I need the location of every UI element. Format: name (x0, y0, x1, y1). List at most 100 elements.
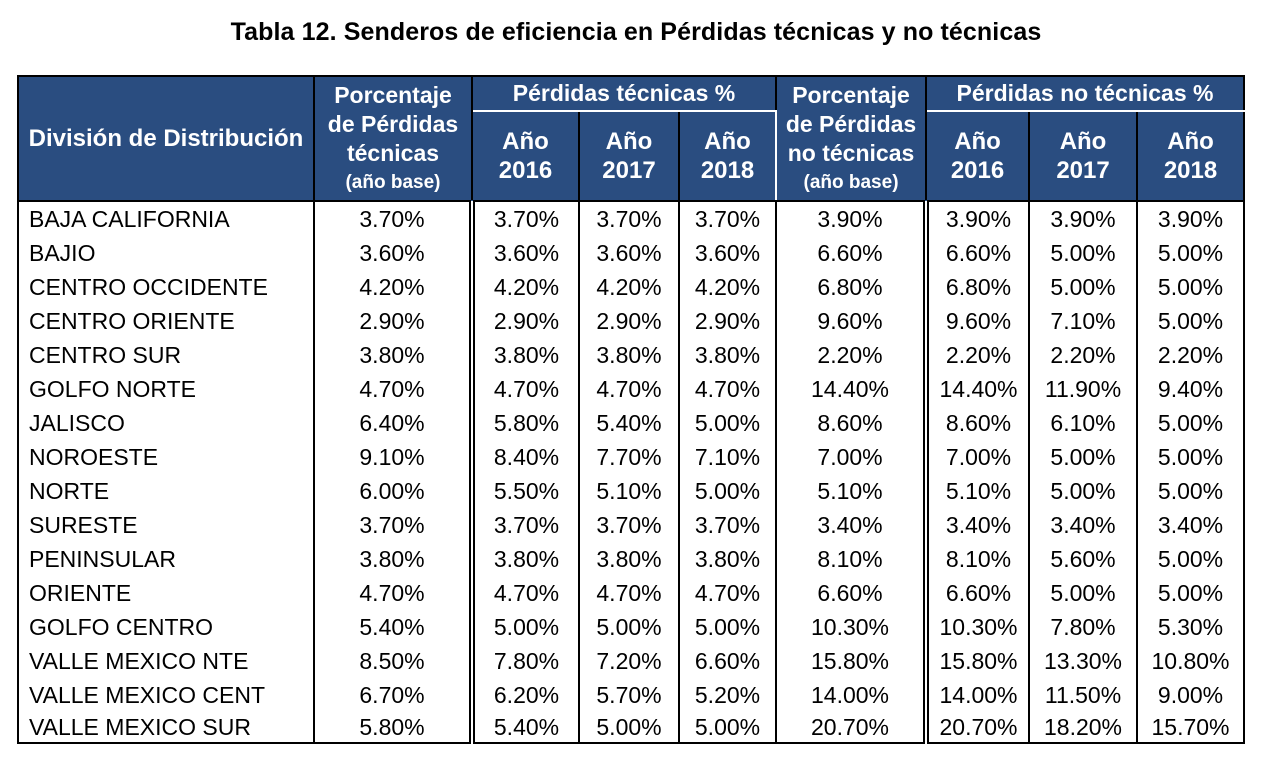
nontechnical-base-cell: 2.20% (775, 338, 927, 372)
technical-base-cell: 6.00% (313, 474, 472, 508)
technical-base-header: Porcentaje de Pérdidas técnicas (año bas… (313, 75, 473, 202)
technical-base-cell: 3.70% (313, 508, 472, 542)
nontechnical-2018-cell: 5.00% (1136, 474, 1246, 508)
table-row: SURESTE 3.70% 3.70% 3.70% 3.70% 3.40% 3.40% 3.4… (17, 508, 1246, 542)
losses-table: División de Distribución Porcentaje de P… (17, 75, 1246, 744)
nontechnical-2016-cell: 6.80% (923, 270, 1030, 304)
technical-2016-cell: 5.80% (469, 406, 579, 440)
nontechnical-2017-cell: 5.00% (1028, 440, 1138, 474)
technical-2017-cell: 4.70% (578, 372, 679, 406)
table-row: NORTE 6.00% 5.50% 5.10% 5.00% 5.10% 5.10% 5.00%… (17, 474, 1246, 508)
nontechnical-base-cell: 8.10% (775, 542, 927, 576)
year-word: Año (502, 128, 549, 155)
technical-2017-cell: 7.70% (578, 440, 679, 474)
nontechnical-2016-cell: 15.80% (923, 644, 1030, 678)
technical-2016-cell: 3.80% (469, 542, 579, 576)
technical-2017-cell: 5.00% (578, 712, 679, 744)
technical-2017-cell: 2.90% (578, 304, 679, 338)
nontechnical-2017-cell: 6.10% (1028, 406, 1138, 440)
nontechnical-2016-cell: 14.40% (923, 372, 1030, 406)
year-number: 2018 (1163, 157, 1218, 184)
technical-base-cell: 3.60% (313, 236, 472, 270)
nontechnical-2016-cell: 6.60% (923, 236, 1030, 270)
table-row: CENTRO SUR 3.80% 3.80% 3.80% 3.80% 2.20% 2.20%… (17, 338, 1246, 372)
technical-2018-cell: 5.00% (677, 474, 777, 508)
year-word: Año (1167, 128, 1214, 155)
table-body: BAJA CALIFORNIA 3.70% 3.70% 3.70% 3.70% 3.90%… (17, 201, 1246, 744)
table-row: VALLE MEXICO CENT 6.70% 6.20% 5.70% 5.20% 14.… (17, 678, 1246, 712)
technical-base-cell: 4.70% (313, 372, 472, 406)
technical-base-cell: 3.80% (313, 338, 472, 372)
division-name-cell: NORTE (17, 474, 314, 508)
table-row: CENTRO ORIENTE 2.90% 2.90% 2.90% 2.90% 9.60% 9… (17, 304, 1246, 338)
nontechnical-base-cell: 7.00% (775, 440, 927, 474)
technical-2016-cell: 5.00% (469, 610, 579, 644)
nontechnical-2017-cell: 11.90% (1028, 372, 1138, 406)
nontechnical-2016-cell: 3.90% (923, 201, 1030, 236)
nontechnical-2017-cell: 2.20% (1028, 338, 1138, 372)
division-name-cell: CENTRO OCCIDENTE (17, 270, 314, 304)
technical-2017-cell: 5.40% (578, 406, 679, 440)
technical-base-cell: 8.50% (313, 644, 472, 678)
nontechnical-2017-cell: 7.80% (1028, 610, 1138, 644)
table-row: BAJA CALIFORNIA 3.70% 3.70% 3.70% 3.70% 3.90%… (17, 201, 1246, 236)
technical-2016-cell: 3.60% (469, 236, 579, 270)
table-header: División de Distribución Porcentaje de P… (17, 75, 1246, 202)
nontechnical-base-header: Porcentaje de Pérdidas no técnicas (año … (775, 75, 928, 202)
nontechnical-base-cell: 10.30% (775, 610, 927, 644)
division-name-cell: CENTRO SUR (17, 338, 314, 372)
nontechnical-2016-cell: 8.10% (923, 542, 1030, 576)
technical-base-cell: 2.90% (313, 304, 472, 338)
nontechnical-2017-cell: 18.20% (1028, 712, 1138, 744)
technical-2016-cell: 4.70% (469, 576, 579, 610)
table-row: VALLE MEXICO NTE 8.50% 7.80% 7.20% 6.60% 15.8… (17, 644, 1246, 678)
technical-2016-cell: 8.40% (469, 440, 579, 474)
division-name-cell: VALLE MEXICO CENT (17, 678, 314, 712)
technical-2017-cell: 7.20% (578, 644, 679, 678)
table-row: BAJIO 3.60% 3.60% 3.60% 3.60% 6.60% 6.60% 5.00%… (17, 236, 1246, 270)
nontechnical-2018-cell: 5.00% (1136, 440, 1246, 474)
technical-base-cell: 9.10% (313, 440, 472, 474)
division-name-cell: GOLFO NORTE (17, 372, 314, 406)
technical-2017-cell: 4.20% (578, 270, 679, 304)
table-row: VALLE MEXICO SUR 5.80% 5.40% 5.00% 5.00% 20.7… (17, 712, 1246, 744)
technical-2018-cell: 3.80% (677, 542, 777, 576)
nontechnical-2018-cell: 5.30% (1136, 610, 1246, 644)
nontechnical-2016-cell: 3.40% (923, 508, 1030, 542)
technical-2018-cell: 6.60% (677, 644, 777, 678)
nontechnical-base-cell: 6.60% (775, 576, 927, 610)
division-name-cell: SURESTE (17, 508, 314, 542)
technical-base-cell: 5.40% (313, 610, 472, 644)
technical-base-cell: 4.20% (313, 270, 472, 304)
nontechnical-2016-cell: 8.60% (923, 406, 1030, 440)
technical-2016-cell: 2.90% (469, 304, 579, 338)
year-number: 2016 (950, 157, 1005, 184)
table-row: JALISCO 6.40% 5.80% 5.40% 5.00% 8.60% 8.60% 6.1… (17, 406, 1246, 440)
nontechnical-2018-cell: 3.90% (1136, 201, 1246, 236)
technical-2017-cell: 5.10% (578, 474, 679, 508)
nontechnical-2017-cell: 5.00% (1028, 576, 1138, 610)
nontechnical-base-cell: 15.80% (775, 644, 927, 678)
nontechnical-base-cell: 3.90% (775, 201, 927, 236)
division-name-cell: GOLFO CENTRO (17, 610, 314, 644)
technical-2018-cell: 3.60% (677, 236, 777, 270)
technical-2016-cell: 3.70% (469, 508, 579, 542)
year-word: Año (605, 128, 653, 155)
nontechnical-2017-cell: 11.50% (1028, 678, 1138, 712)
technical-2016-cell: 4.70% (469, 372, 579, 406)
technical-2017-cell: 4.70% (578, 576, 679, 610)
technical-2018-cell: 3.80% (677, 338, 777, 372)
nontechnical-2018-cell: 5.00% (1136, 542, 1246, 576)
nontechnical-base-cell: 5.10% (775, 474, 927, 508)
nontechnical-base-cell: 6.80% (775, 270, 927, 304)
nontechnical-2016-cell: 6.60% (923, 576, 1030, 610)
tec-year-2017-header: Año 2017 (578, 110, 680, 202)
technical-2018-cell: 5.00% (677, 712, 777, 744)
technical-base-cell: 6.70% (313, 678, 472, 712)
nontechnical-base-cell: 20.70% (775, 712, 927, 744)
nontechnical-2018-cell: 5.00% (1136, 406, 1246, 440)
technical-2017-cell: 3.80% (578, 542, 679, 576)
nontechnical-2017-cell: 3.40% (1028, 508, 1138, 542)
technical-base-cell: 3.70% (313, 201, 472, 236)
nontechnical-base-cell: 14.00% (775, 678, 927, 712)
